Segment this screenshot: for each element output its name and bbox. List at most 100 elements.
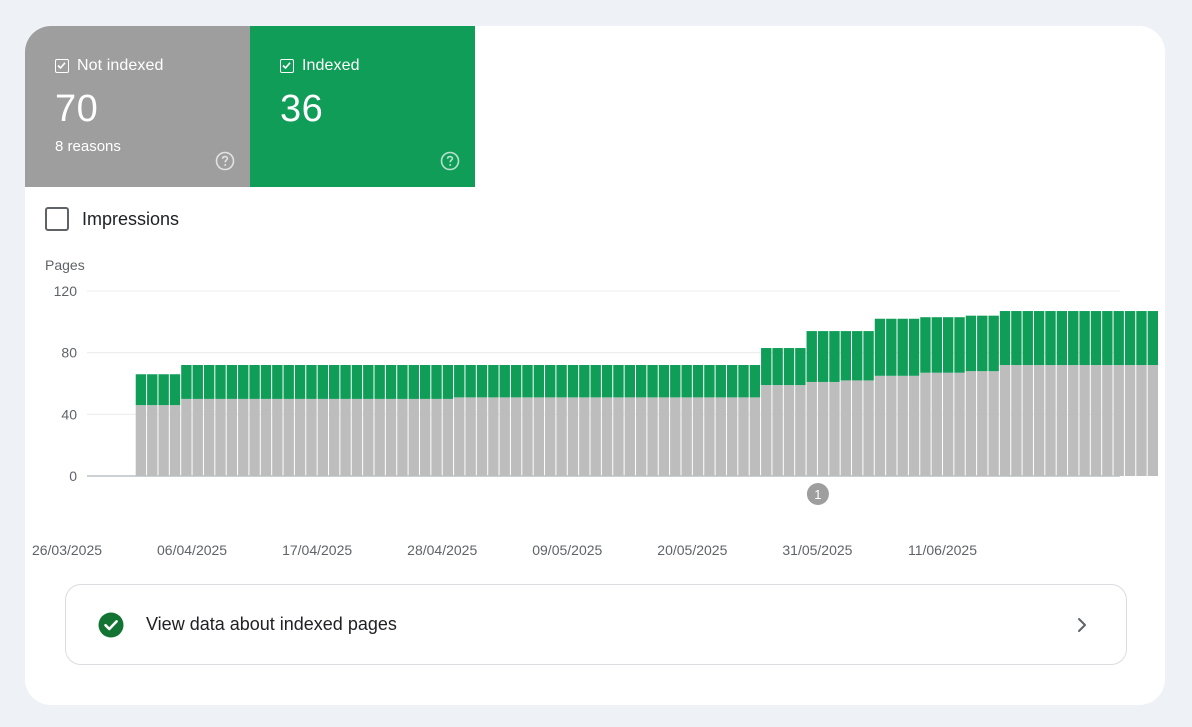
bar-indexed[interactable] [988,315,999,372]
bar-indexed[interactable] [579,365,590,398]
bar-indexed[interactable] [1056,311,1068,365]
bar-indexed[interactable] [817,331,829,382]
bar-indexed[interactable] [454,365,465,398]
bar-not-indexed[interactable] [294,398,306,476]
bar-indexed[interactable] [897,318,908,376]
bar-indexed[interactable] [476,365,488,398]
bar-indexed[interactable] [749,365,761,398]
bar-not-indexed[interactable] [806,381,817,476]
bar-not-indexed[interactable] [897,375,908,476]
bar-indexed[interactable] [567,365,579,398]
bar-indexed[interactable] [408,365,419,399]
indexed-toggle[interactable]: Indexed [280,57,360,75]
bar-indexed[interactable] [920,317,931,373]
bar-not-indexed[interactable] [613,397,624,476]
bar-not-indexed[interactable] [340,398,351,476]
bar-not-indexed[interactable] [908,375,920,476]
bar-indexed[interactable] [249,365,260,399]
impressions-toggle[interactable]: Impressions [45,207,179,231]
bar-not-indexed[interactable] [852,380,863,476]
bar-indexed[interactable] [169,374,181,406]
bar-indexed[interactable] [658,365,670,398]
bar-not-indexed[interactable] [260,398,272,476]
bar-indexed[interactable] [795,348,806,386]
bar-not-indexed[interactable] [272,398,283,476]
bar-indexed[interactable] [1022,311,1033,365]
bar-not-indexed[interactable] [977,371,988,476]
bar-not-indexed[interactable] [283,398,294,476]
bar-not-indexed[interactable] [1136,365,1147,476]
bar-indexed[interactable] [624,365,635,398]
bar-indexed[interactable] [829,331,840,382]
bar-not-indexed[interactable] [874,375,886,476]
bar-not-indexed[interactable] [408,398,419,476]
bar-indexed[interactable] [908,318,920,376]
bar-indexed[interactable] [329,365,340,399]
bar-not-indexed[interactable] [1113,365,1124,476]
bar-indexed[interactable] [442,365,454,399]
bar-indexed[interactable] [340,365,351,399]
not-indexed-toggle[interactable]: Not indexed [55,57,164,75]
bar-indexed[interactable] [351,365,363,399]
bar-indexed[interactable] [147,374,158,406]
bar-not-indexed[interactable] [931,372,942,476]
bar-not-indexed[interactable] [226,398,238,476]
bar-indexed[interactable] [806,331,817,382]
bar-not-indexed[interactable] [636,397,647,476]
bar-not-indexed[interactable] [772,385,783,476]
bar-not-indexed[interactable] [385,398,397,476]
bar-indexed[interactable] [260,365,272,399]
bar-indexed[interactable] [704,365,715,398]
bar-not-indexed[interactable] [135,405,147,476]
bar-not-indexed[interactable] [556,397,567,476]
bar-indexed[interactable] [1113,311,1124,365]
bar-not-indexed[interactable] [1124,365,1136,476]
bar-indexed[interactable] [726,365,738,398]
bar-indexed[interactable] [499,365,510,398]
bar-indexed[interactable] [488,365,499,398]
bar-not-indexed[interactable] [988,371,999,476]
bar-not-indexed[interactable] [1068,365,1079,476]
bar-not-indexed[interactable] [726,397,738,476]
indexed-tile[interactable]: Indexed 36 [250,26,475,187]
bar-not-indexed[interactable] [954,372,965,476]
bar-not-indexed[interactable] [761,385,772,476]
bar-indexed[interactable] [192,365,203,399]
bar-indexed[interactable] [692,365,704,398]
bar-indexed[interactable] [533,365,545,398]
bar-not-indexed[interactable] [579,397,590,476]
bar-indexed[interactable] [363,365,374,399]
bar-indexed[interactable] [374,365,385,399]
bar-not-indexed[interactable] [715,397,726,476]
bar-not-indexed[interactable] [476,397,488,476]
bar-indexed[interactable] [954,317,965,373]
bar-not-indexed[interactable] [738,397,749,476]
bar-not-indexed[interactable] [181,398,192,476]
bar-not-indexed[interactable] [1033,365,1045,476]
bar-not-indexed[interactable] [567,397,579,476]
bar-indexed[interactable] [203,365,215,399]
bar-indexed[interactable] [1102,311,1113,365]
bar-not-indexed[interactable] [886,375,897,476]
bar-not-indexed[interactable] [510,397,522,476]
bar-indexed[interactable] [886,318,897,376]
bar-not-indexed[interactable] [158,405,169,476]
bar-not-indexed[interactable] [419,398,431,476]
bar-indexed[interactable] [783,348,795,386]
bar-indexed[interactable] [681,365,692,398]
bar-indexed[interactable] [965,315,977,372]
bar-indexed[interactable] [1090,311,1102,365]
bar-indexed[interactable] [1147,311,1159,365]
bar-not-indexed[interactable] [1147,365,1159,476]
bar-indexed[interactable] [545,365,556,398]
bar-not-indexed[interactable] [522,397,533,476]
bar-not-indexed[interactable] [1045,365,1056,476]
bar-indexed[interactable] [1124,311,1136,365]
bar-indexed[interactable] [840,331,852,381]
bar-not-indexed[interactable] [1090,365,1102,476]
bar-not-indexed[interactable] [1022,365,1033,476]
annotation-marker[interactable] [806,483,829,505]
bar-not-indexed[interactable] [465,397,476,476]
bar-not-indexed[interactable] [647,397,658,476]
bar-indexed[interactable] [761,348,772,386]
